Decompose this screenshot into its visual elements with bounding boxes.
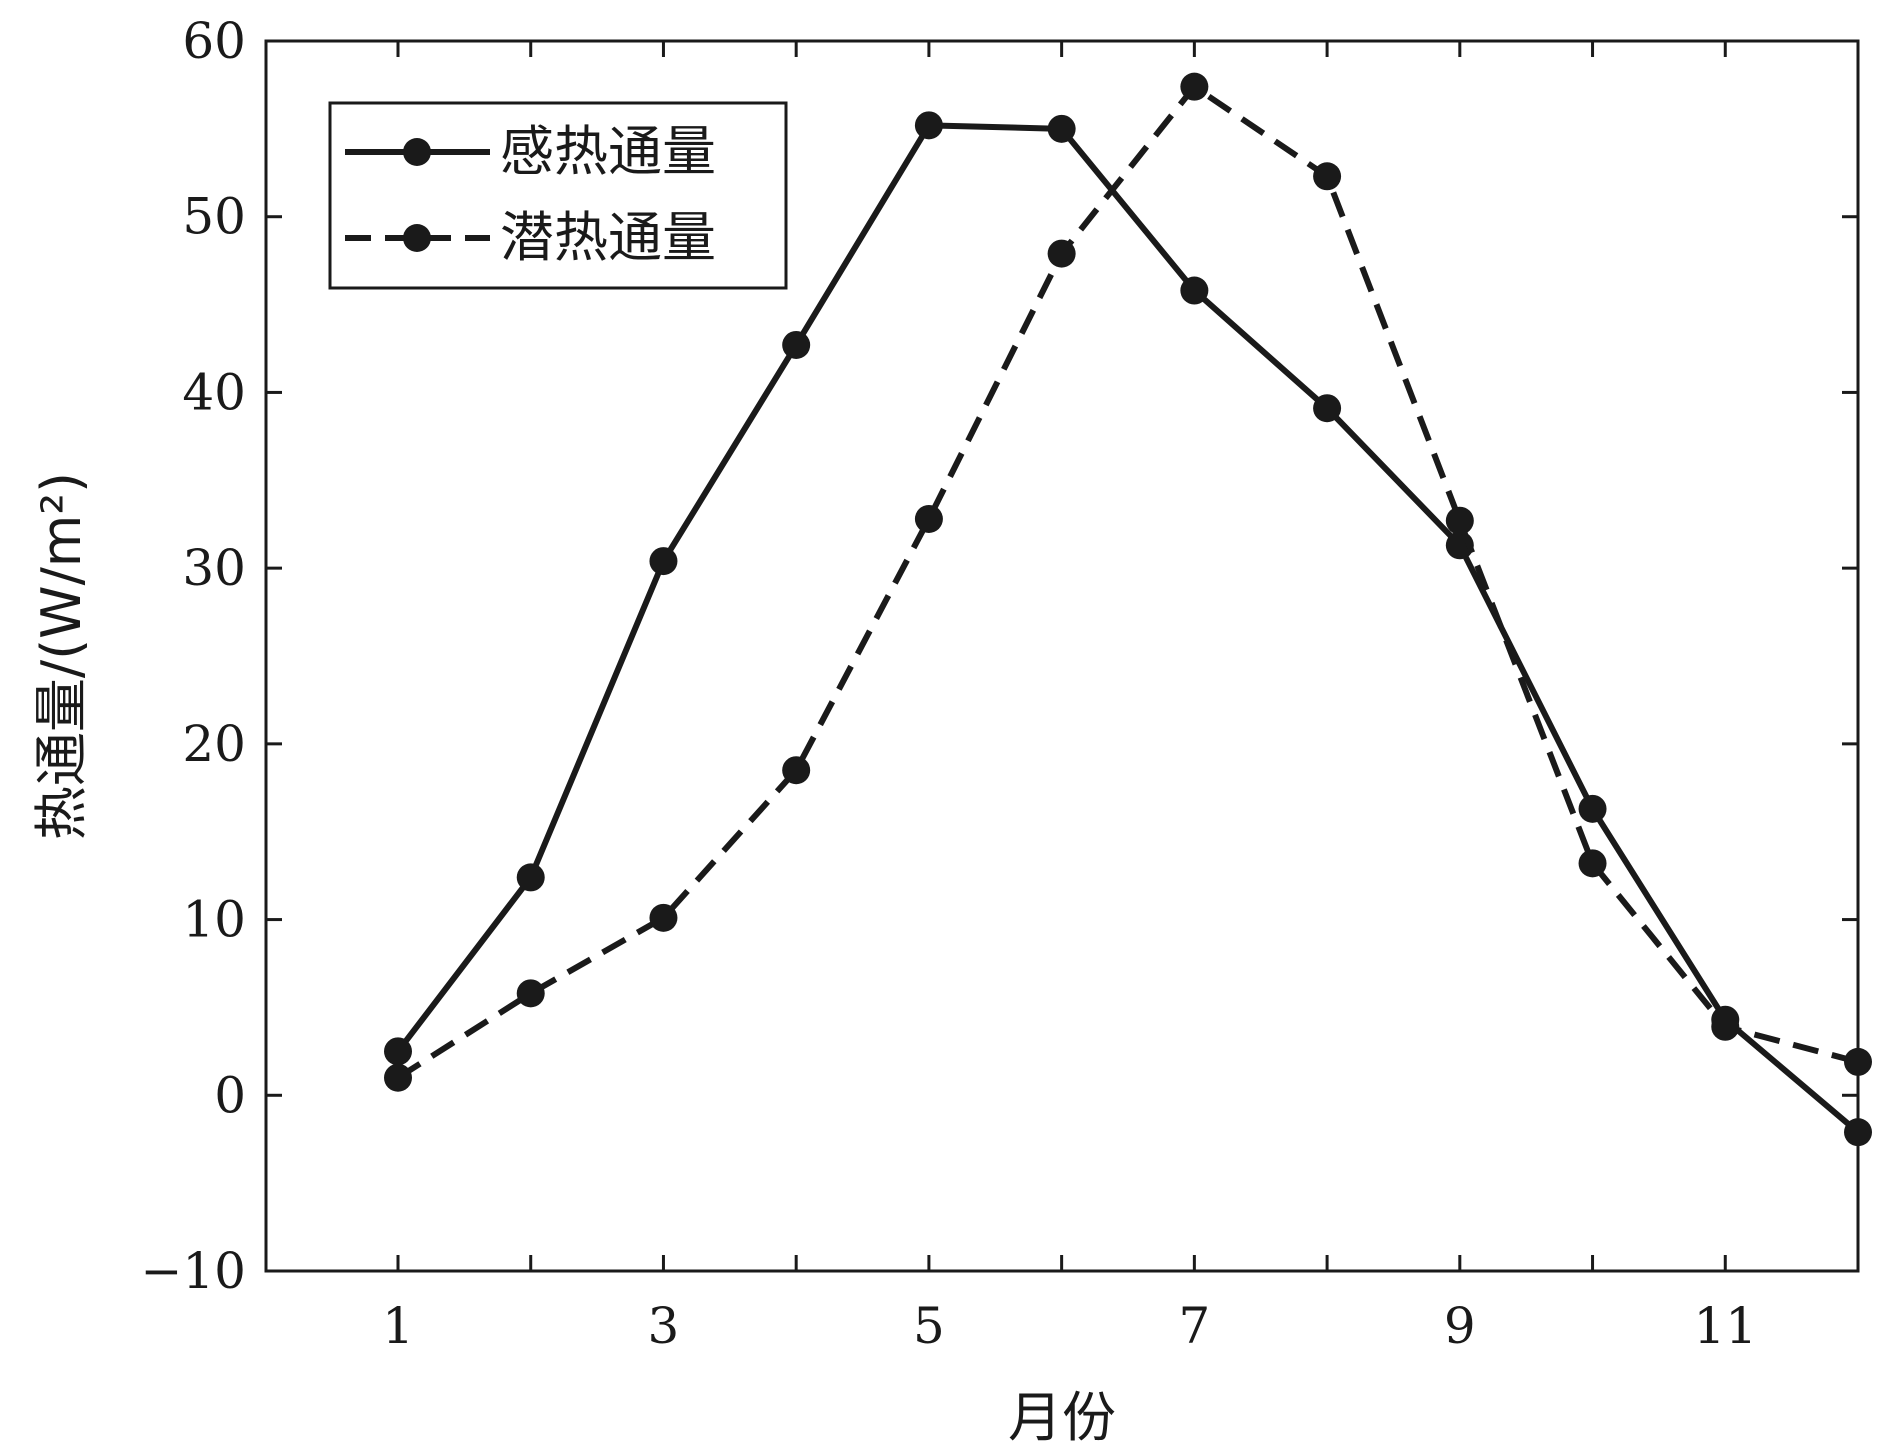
- y-axis-title: 热通量/(W/m²): [30, 472, 93, 840]
- series-2-point: [516, 979, 545, 1008]
- series-2-point: [914, 504, 943, 533]
- legend-label-latent: 潜热通量: [500, 206, 716, 269]
- series-1-point: [384, 1037, 412, 1066]
- series-1-point: [649, 547, 678, 576]
- x-tick-label: 1: [382, 1297, 414, 1355]
- series-2-point: [384, 1063, 412, 1092]
- series-2-point: [1711, 1012, 1740, 1041]
- legend-marker-sensible: [403, 138, 431, 166]
- series-1-point: [516, 863, 545, 892]
- y-tick-label: 20: [182, 715, 246, 773]
- series-2-point: [1445, 506, 1474, 535]
- series-1-point: [1047, 114, 1076, 143]
- y-tick-label: 40: [182, 363, 246, 421]
- y-tick-label: 60: [182, 12, 246, 70]
- legend-label-sensible: 感热通量: [500, 120, 716, 183]
- series-2-point: [649, 903, 678, 932]
- series-1-point: [1180, 276, 1209, 305]
- series-2-point: [1180, 72, 1209, 101]
- y-tick-label: 10: [182, 891, 246, 949]
- y-tick-label: 50: [182, 188, 246, 246]
- x-tick-label: 3: [648, 1297, 680, 1355]
- series-1-point: [782, 330, 811, 359]
- x-axis-title: 月份: [1008, 1386, 1116, 1449]
- series-layer: [384, 72, 1872, 1147]
- series-2-point: [1313, 162, 1342, 191]
- legend: 感热通量 潜热通量: [328, 101, 788, 290]
- series-1-point: [914, 111, 943, 140]
- y-tick-label: −10: [140, 1242, 246, 1300]
- series-2-point: [1047, 239, 1076, 268]
- x-tick-label: 9: [1444, 1297, 1476, 1355]
- series-2-point: [1844, 1047, 1872, 1076]
- series-1-point: [1313, 394, 1342, 423]
- series-1-point: [1578, 794, 1607, 823]
- x-tick-label: 5: [913, 1297, 945, 1355]
- y-tick-label: 30: [182, 539, 246, 597]
- y-tick-label: 0: [214, 1066, 246, 1124]
- axis-ticks: −10 0 10 20 30 40 50 60 1 3 5 7 9 11: [140, 12, 1860, 1355]
- series-2-point: [782, 756, 811, 785]
- series-1-point: [1844, 1118, 1872, 1147]
- series-line-1: [395, 122, 1860, 1135]
- series-2-point: [1578, 849, 1607, 878]
- x-tick-label: 7: [1178, 1297, 1210, 1355]
- series-line-2: [396, 83, 1859, 1081]
- legend-marker-latent: [403, 224, 431, 252]
- legend-box: [328, 101, 788, 290]
- x-tick-label: 11: [1693, 1297, 1757, 1355]
